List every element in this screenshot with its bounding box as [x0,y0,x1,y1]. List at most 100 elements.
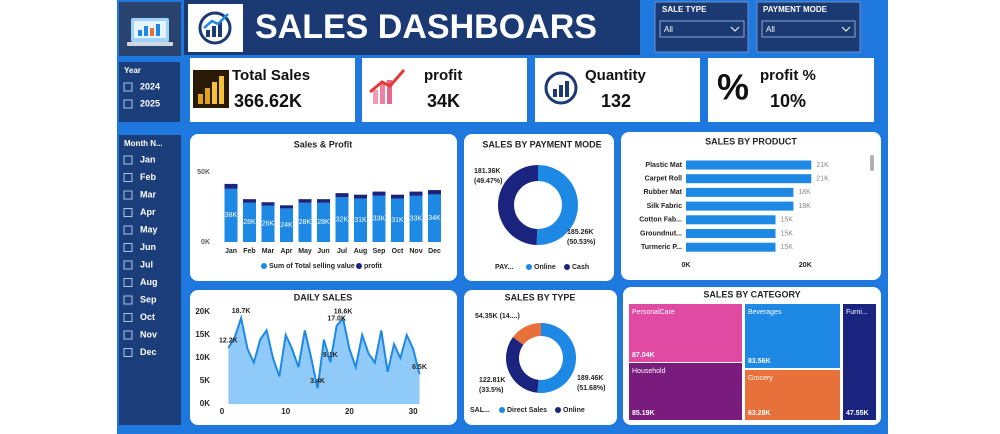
bar-segment [391,198,404,242]
checkbox[interactable] [123,260,133,270]
month-option: Jun [140,242,156,252]
data-label: 181.36K [474,168,500,175]
treemap-tile [745,304,840,368]
year-slicer [119,62,180,122]
y-tick-label: Cotton Fab... [639,217,682,224]
checkbox[interactable] [123,348,133,357]
tile-value: 83.56K [748,358,771,365]
month-option: Jan [140,154,156,164]
treemap-tile [745,370,840,420]
month-option: May [140,224,158,234]
kpi-value: 132 [601,91,631,111]
y-tick-label: Rubber Mat [644,189,683,196]
checkbox[interactable] [123,225,133,235]
data-label: 38K [225,212,238,219]
data-label: 15K [781,230,794,237]
sale-type-dropdown[interactable] [659,20,745,38]
checkbox[interactable] [123,208,133,217]
checkbox[interactable] [123,82,133,92]
data-label: 185.26K [567,229,593,236]
x-tick-label: Sep [373,248,386,255]
kpi-label: Quantity [585,67,646,84]
bar-segment [261,202,275,206]
checkbox[interactable] [123,243,133,252]
bar-segment [409,195,423,242]
data-label: 15K [781,244,794,251]
x-tick-label: Jun [317,248,329,255]
bar-segment [261,205,275,242]
x-tick-label: 0 [220,407,225,416]
kpi-label: profit % [760,67,816,84]
bar-segment [372,191,386,196]
checkbox[interactable] [123,99,133,109]
bar-segment [335,197,349,242]
data-label: 21K [816,176,829,183]
bar-segment [224,188,238,242]
month-option: Mar [140,189,157,199]
x-tick-label: Feb [243,248,255,255]
chart-title: SALES BY TYPE [505,292,576,302]
y-tick-label: Carpet Roll [645,176,682,183]
checkbox[interactable] [123,173,133,182]
y-tick-label: 5K [200,376,210,385]
bar-segment [298,202,312,242]
kpi-label: profit [424,67,462,84]
checkbox[interactable] [123,295,133,305]
svg-text:%: % [717,67,749,108]
dropdown-chevron [841,26,851,32]
data-label: 28K [317,219,330,226]
kpi-value: 34K [427,91,460,111]
donut-slice [536,165,579,245]
x-tick-label: Jan [225,248,237,255]
x-tick-label: Apr [280,248,292,255]
checkbox[interactable] [123,190,133,200]
y-tick-label: 0K [200,399,210,408]
legend-marker [261,263,267,269]
data-label: 33K [410,216,423,223]
slicer-value: All [766,25,775,34]
data-label: 17.0K [327,316,346,323]
bar [686,174,812,184]
year-option: 2024 [140,81,160,91]
data-label: (51.68%) [577,385,605,392]
tile-label: PersonalCare [632,309,675,316]
checkbox[interactable] [123,330,133,340]
header-bar [184,0,640,55]
payment-mode-dropdown[interactable] [761,20,856,38]
data-label: (50.53%) [567,239,595,246]
legend-label: Cash [572,264,589,271]
bar-segment [317,199,330,203]
bar-segment [354,194,367,199]
data-label: 18K [798,189,811,196]
data-label: (14....) [500,313,520,320]
kpi-icons: % [193,67,749,108]
scrollbar[interactable] [870,155,874,171]
data-label: 3.4K [310,378,325,385]
dropdown-chevron [730,26,740,32]
tile-value: 85.19K [632,410,655,417]
month-option: Oct [140,312,155,322]
bar-segment [224,183,238,189]
slicer-label: Year [124,66,141,75]
header-logo-icon [198,11,232,45]
checkbox[interactable] [123,155,133,165]
y-tick-label: Groundnut... [640,230,682,237]
bar-segment [243,199,256,203]
month-option: Sep [140,294,157,304]
treemap-tile [629,363,742,420]
checkbox[interactable] [123,313,133,322]
area-fill [228,317,420,404]
tile-value: 63.28K [748,410,771,417]
legend-label: Online [534,264,556,271]
checkbox[interactable] [123,278,133,287]
treemap-tile [629,304,742,362]
y-tick-label: Silk Fabric [647,203,683,210]
y-tick-label: 50K [197,169,210,176]
x-tick-label: 10 [281,407,290,416]
data-label: 28K [243,219,256,226]
bar [686,201,794,211]
legend-label: Direct Sales [507,407,547,414]
legend-title: SAL... [470,407,490,414]
data-label: 33K [373,216,386,223]
